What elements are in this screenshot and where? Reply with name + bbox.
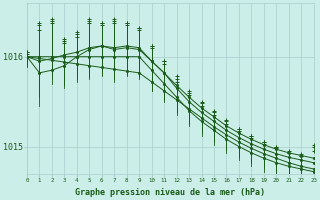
X-axis label: Graphe pression niveau de la mer (hPa): Graphe pression niveau de la mer (hPa) <box>75 188 265 197</box>
